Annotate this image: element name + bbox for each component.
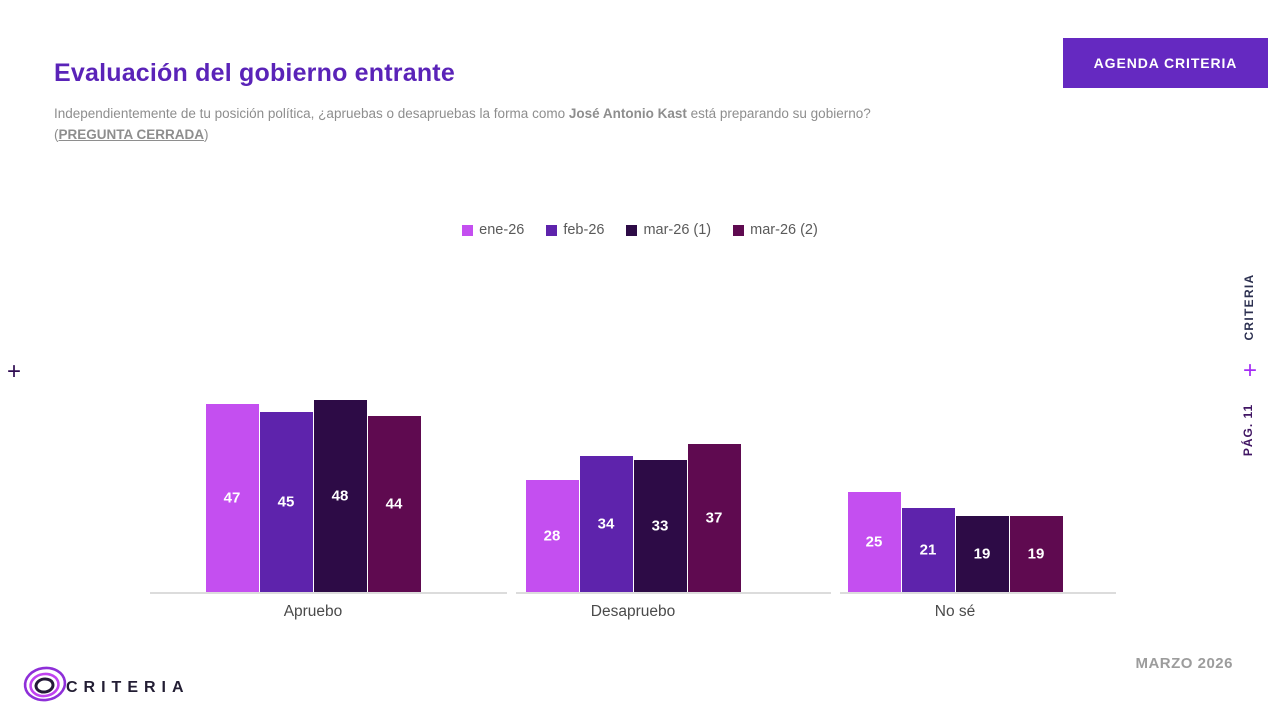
page-number-label: PÁG. 11 (1241, 403, 1255, 457)
pregunta-cerrada-link[interactable]: PREGUNTA CERRADA (58, 127, 205, 143)
bar-value-label: 47 (223, 489, 241, 507)
bar-ene-26-No sé: 25 (847, 492, 901, 592)
axis-baseline-segment (150, 592, 507, 594)
criteria-logo-icon (23, 666, 67, 702)
question-text-3: ) (204, 127, 209, 143)
bar-value-label: 28 (543, 527, 561, 545)
bar-ene-26-Apruebo: 47 (205, 404, 259, 592)
bar-value-label: 19 (973, 545, 991, 563)
bar-feb-26-Desapruebo: 34 (579, 456, 633, 592)
footer-date-label: MARZO 2026 (1135, 655, 1233, 672)
bar-mar-26 (2)-Apruebo: 44 (367, 416, 421, 592)
legend-swatch (733, 224, 745, 236)
bar-value-label: 44 (385, 495, 403, 513)
bar-feb-26-No sé: 21 (901, 508, 955, 592)
category-label: Apruebo (283, 603, 343, 620)
bar-value-label: 48 (331, 487, 349, 505)
chart-legend: ene-26 feb-26 mar-26 (1) mar-26 (2) (430, 222, 850, 238)
vertical-brand-label: CRITERIA (1242, 273, 1256, 341)
category-label: Desapruebo (590, 603, 676, 620)
legend-item-mar-26-1: mar-26 (1) (626, 222, 711, 238)
question-name-bold: José Antonio Kast (568, 105, 687, 121)
legend-item-ene-26: ene-26 (462, 222, 524, 238)
plus-decoration-left: + (6, 358, 22, 385)
question-text-2: está preparando su gobierno? ( (54, 105, 871, 143)
bar-feb-26-Apruebo: 45 (259, 412, 313, 592)
bar-mar-26 (2)-Desapruebo: 37 (687, 444, 741, 592)
legend-item-mar-26-2: mar-26 (2) (733, 222, 818, 238)
bar-mar-26 (2)-No sé: 19 (1009, 516, 1063, 592)
bar-value-label: 45 (277, 493, 295, 511)
bar-value-label: 21 (919, 541, 937, 559)
bar-ene-26-Desapruebo: 28 (525, 480, 579, 592)
plus-decoration-right: + (1242, 357, 1258, 384)
bar-mar-26 (1)-No sé: 19 (955, 516, 1009, 592)
bar-value-label: 37 (705, 509, 723, 527)
category-label: No sé (934, 603, 976, 620)
bar-mar-26 (1)-Apruebo: 48 (313, 400, 367, 592)
axis-baseline-segment (840, 592, 1116, 594)
bar-value-label: 34 (597, 515, 615, 533)
legend-item-feb-26: feb-26 (546, 222, 604, 238)
bar-value-label: 25 (865, 533, 883, 551)
survey-question: Independientemente de tu posición políti… (54, 103, 899, 146)
bar-mar-26 (1)-Desapruebo: 33 (633, 460, 687, 592)
agenda-criteria-button[interactable]: AGENDA CRITERIA (1063, 38, 1268, 88)
bar-value-label: 19 (1027, 545, 1045, 563)
question-text-1: Independientemente de tu posición políti… (54, 105, 569, 121)
legend-swatch (462, 224, 474, 236)
page-title: Evaluación del gobierno entrante (54, 58, 455, 87)
legend-label: mar-26 (1) (643, 222, 712, 238)
bar-value-label: 33 (651, 517, 669, 535)
legend-swatch (546, 224, 558, 236)
legend-label: mar-26 (2) (750, 222, 818, 238)
axis-baseline-segment (516, 592, 831, 594)
legend-label: ene-26 (479, 222, 525, 238)
footer-brand-label: CRITERIA (66, 679, 190, 696)
legend-swatch (626, 224, 638, 236)
legend-label: feb-26 (563, 222, 605, 238)
